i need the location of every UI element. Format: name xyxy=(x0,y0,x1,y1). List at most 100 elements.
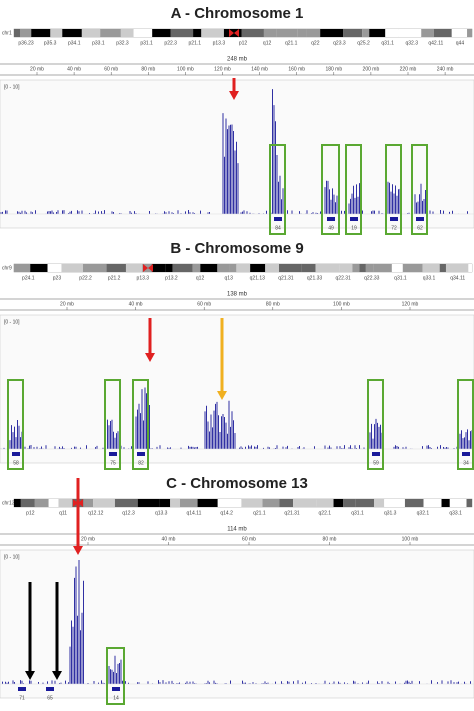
cytoband xyxy=(31,29,51,37)
band-label: p22.3 xyxy=(164,40,177,46)
band-label: p33.1 xyxy=(92,40,105,46)
ruler-tick-label: 240 mb xyxy=(437,66,454,72)
cytoband xyxy=(151,264,166,272)
band-label: q22.1 xyxy=(319,510,332,516)
ruler-tick-label: 60 mb xyxy=(197,301,211,307)
cytoband xyxy=(14,264,31,272)
size-label: 248 mb xyxy=(227,57,248,63)
cytoband xyxy=(197,499,218,507)
band-label: p13.2 xyxy=(165,275,178,281)
chromosome-label: chr13 xyxy=(2,500,15,506)
cytoband xyxy=(236,264,251,272)
band-label: q44 xyxy=(456,40,465,46)
panel-title: A - Chromosome 1 xyxy=(171,5,304,22)
feature xyxy=(109,452,117,456)
cytoband xyxy=(137,499,160,507)
cytoband xyxy=(165,264,173,272)
cytoband xyxy=(451,29,468,37)
cytoband xyxy=(14,29,21,37)
cytoband xyxy=(93,499,115,507)
range-label: [0 - 10] xyxy=(4,554,20,560)
cytoband xyxy=(279,264,302,272)
cytoband xyxy=(468,264,472,272)
band-label: p31.1 xyxy=(140,40,153,46)
cytoband xyxy=(152,29,171,37)
ruler-tick-label: 120 mb xyxy=(214,66,231,72)
band-label: q23.3 xyxy=(333,40,346,46)
band-label: q21.33 xyxy=(307,275,323,281)
cytoband xyxy=(301,264,316,272)
arrow-head xyxy=(229,91,239,100)
cytoband xyxy=(201,29,224,37)
region-label: 82 xyxy=(138,460,144,466)
cytoband xyxy=(241,499,263,507)
highlight-box xyxy=(132,379,149,470)
highlight-box xyxy=(411,144,428,235)
feature xyxy=(390,217,398,221)
cytoband xyxy=(422,264,440,272)
cytoband xyxy=(62,29,82,37)
cytoband xyxy=(170,499,180,507)
cytoband xyxy=(229,264,237,272)
band-label: q33.1 xyxy=(423,275,436,281)
cytoband xyxy=(315,264,340,272)
cytoband xyxy=(362,29,370,37)
track xyxy=(0,79,474,229)
cytoband xyxy=(373,264,392,272)
cytoband xyxy=(441,499,450,507)
cytoband xyxy=(241,29,264,37)
band-label: p23 xyxy=(53,275,62,281)
cytoband xyxy=(262,499,280,507)
cytoband xyxy=(404,499,424,507)
band-label: q13 xyxy=(225,275,234,281)
band-label: q21.31 xyxy=(278,275,294,281)
cytoband xyxy=(293,499,317,507)
range-label: [0 - 10] xyxy=(4,319,20,325)
cytoband xyxy=(374,499,385,507)
highlight-box xyxy=(104,379,121,470)
band-label: q12 xyxy=(263,40,272,46)
cytoband xyxy=(343,29,363,37)
cytoband xyxy=(30,264,48,272)
cytoband xyxy=(279,499,294,507)
ruler-tick-label: 80 mb xyxy=(323,536,337,542)
cytoband xyxy=(83,499,94,507)
band-label: q25.2 xyxy=(357,40,370,46)
cytoband xyxy=(402,264,423,272)
cytoband xyxy=(265,264,280,272)
feature xyxy=(137,452,145,456)
cytoband xyxy=(14,499,21,507)
feature xyxy=(274,217,282,221)
feature xyxy=(12,452,20,456)
cytoband xyxy=(20,29,32,37)
band-label: q32.1 xyxy=(417,510,430,516)
cytoband xyxy=(439,264,446,272)
band-label: q34.11 xyxy=(450,275,465,281)
region-label: 75 xyxy=(110,460,116,466)
ruler-tick-label: 100 mb xyxy=(177,66,194,72)
highlight-box xyxy=(106,647,125,705)
centromere xyxy=(229,29,239,37)
band-label: p13.3 xyxy=(213,40,226,46)
region-label: 71 xyxy=(19,695,25,701)
ruler-tick-label: 120 mb xyxy=(402,301,419,307)
ruler-tick-label: 40 mb xyxy=(67,66,81,72)
ruler-tick-label: 100 mb xyxy=(402,536,419,542)
cytoband xyxy=(355,499,375,507)
cytoband xyxy=(433,29,452,37)
cytoband xyxy=(320,29,344,37)
ruler-tick-label: 160 mb xyxy=(288,66,305,72)
chromosome-label: chr9 xyxy=(2,265,12,271)
band-label: p35.3 xyxy=(44,40,57,46)
band-label: q31.1 xyxy=(394,275,407,281)
cytoband xyxy=(100,29,121,37)
band-label: p12 xyxy=(239,40,248,46)
cytoband xyxy=(385,29,399,37)
highlight-box xyxy=(7,379,24,470)
ruler-tick-label: 60 mb xyxy=(104,66,118,72)
band-label: p21.2 xyxy=(108,275,121,281)
band-label: q31.1 xyxy=(351,510,364,516)
cytoband xyxy=(398,29,422,37)
region-label: 65 xyxy=(47,695,53,701)
band-label: q11 xyxy=(59,510,67,516)
